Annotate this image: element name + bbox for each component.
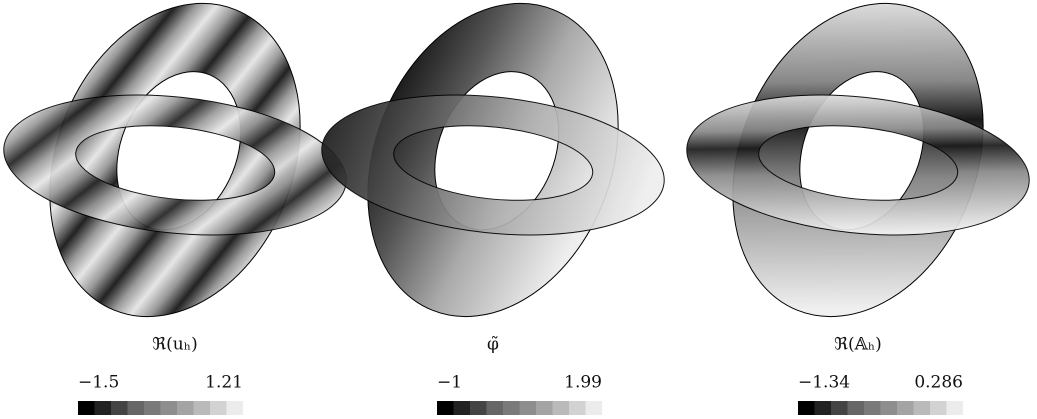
surface-panel: ℜ(uₕ) −1.5 1.21 <box>3 2 347 415</box>
colorbar-swatch <box>536 401 553 415</box>
colorbar-swatch <box>470 401 487 415</box>
colorbar-swatch <box>127 401 145 415</box>
colorbar-swatch <box>453 401 471 415</box>
colorbar-swatch <box>552 401 570 415</box>
colorbar-swatch <box>930 401 947 415</box>
colorbar-swatch <box>94 401 112 415</box>
colorbar-min: −1.34 <box>798 373 850 393</box>
colorbar-swatch <box>913 401 931 415</box>
panel-label: φ̃ <box>487 335 499 355</box>
colorbar-swatch <box>585 401 603 415</box>
colorbar-swatch <box>78 401 95 415</box>
colorbar-swatch <box>864 401 881 415</box>
colorbar-swatch <box>193 401 211 415</box>
colorbar-max: 1.99 <box>564 373 602 393</box>
colorbar-min: −1 <box>437 373 462 393</box>
horizontal-annulus <box>686 94 1030 236</box>
colorbar-swatch <box>160 401 178 415</box>
colorbar-swatch <box>177 401 194 415</box>
colorbar-swatch <box>814 401 832 415</box>
colorbar-swatch <box>503 401 520 415</box>
panel-label: ℜ(𝔸ₕ) <box>834 335 882 355</box>
colorbar-swatch <box>111 401 128 415</box>
colorbar-swatch <box>880 401 898 415</box>
colorbar-swatch <box>437 401 454 415</box>
panel-label: ℜ(uₕ) <box>152 335 197 355</box>
colorbar-swatch <box>210 401 227 415</box>
colorbar-swatch <box>897 401 914 415</box>
surface-panel: ℜ(𝔸ₕ) −1.34 0.286 <box>686 2 1030 415</box>
colorbar-swatch <box>226 401 244 415</box>
colorbar-max: 1.21 <box>205 373 243 393</box>
colorbar-swatch <box>946 401 964 415</box>
horizontal-annulus <box>321 94 665 236</box>
colorbar-swatch <box>519 401 537 415</box>
colorbar-swatch <box>831 401 848 415</box>
colorbar-max: 0.286 <box>914 373 963 393</box>
colorbar-swatch <box>569 401 586 415</box>
colorbar-swatch <box>144 401 161 415</box>
colorbar-swatch <box>798 401 815 415</box>
surface-panel: φ̃ −1 1.99 <box>321 2 665 415</box>
colorbar-swatch <box>486 401 504 415</box>
colorbar-swatch <box>847 401 865 415</box>
colorbar-min: −1.5 <box>78 373 119 393</box>
